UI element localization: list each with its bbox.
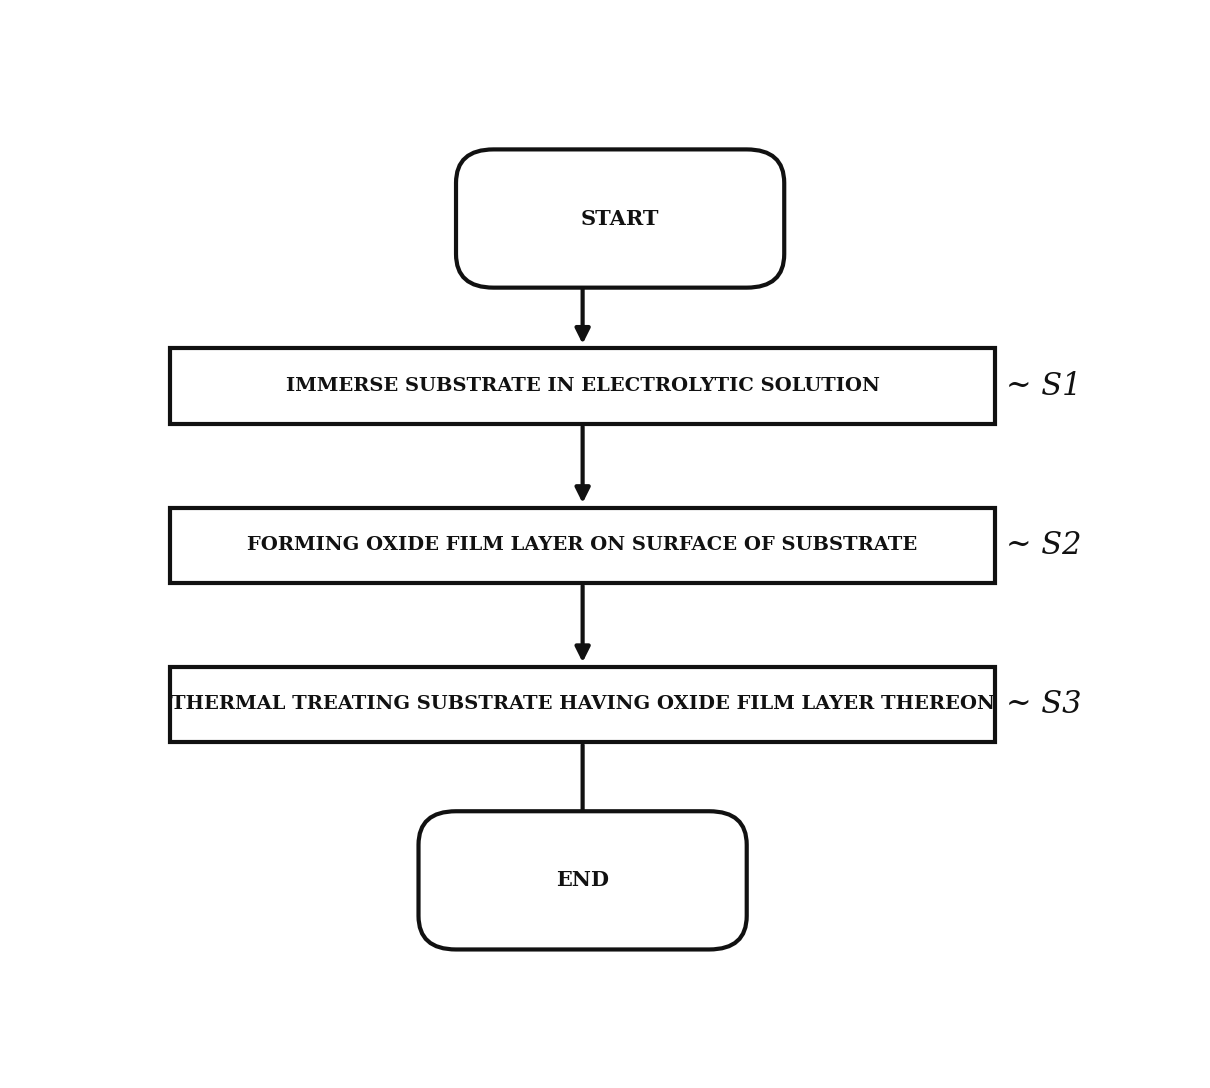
Text: ~ S3: ~ S3 bbox=[1007, 689, 1082, 720]
Bar bbox=[169, 348, 995, 424]
Bar bbox=[169, 507, 995, 583]
Text: ~ S1: ~ S1 bbox=[1007, 371, 1082, 401]
Text: ~ S2: ~ S2 bbox=[1007, 530, 1082, 560]
Text: FORMING OXIDE FILM LAYER ON SURFACE OF SUBSTRATE: FORMING OXIDE FILM LAYER ON SURFACE OF S… bbox=[248, 536, 917, 554]
FancyBboxPatch shape bbox=[419, 812, 747, 950]
Bar bbox=[169, 667, 995, 742]
Text: IMMERSE SUBSTRATE IN ELECTROLYTIC SOLUTION: IMMERSE SUBSTRATE IN ELECTROLYTIC SOLUTI… bbox=[286, 378, 880, 395]
Text: THERMAL TREATING SUBSTRATE HAVING OXIDE FILM LAYER THEREON: THERMAL TREATING SUBSTRATE HAVING OXIDE … bbox=[171, 695, 995, 714]
FancyBboxPatch shape bbox=[456, 149, 784, 287]
Text: START: START bbox=[581, 209, 659, 228]
Text: END: END bbox=[557, 870, 609, 890]
